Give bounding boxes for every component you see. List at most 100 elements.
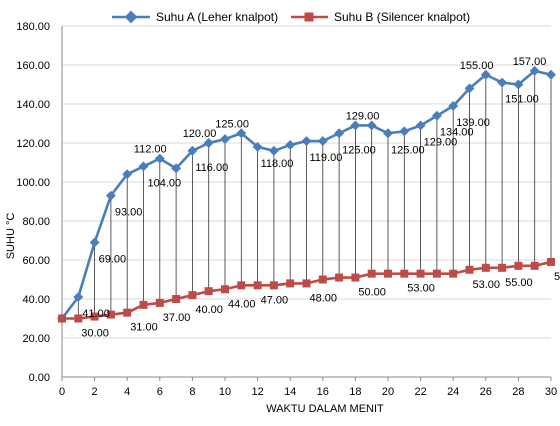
x-tick-label: 24 <box>447 386 459 398</box>
series-b-point <box>335 273 344 282</box>
series-a-point <box>383 128 393 139</box>
x-tick-label: 12 <box>251 386 263 398</box>
x-tick-label: 20 <box>382 386 394 398</box>
data-label-series-a: 129.00 <box>424 136 458 148</box>
series-a-point <box>497 77 508 88</box>
y-tick-label: 20.00 <box>22 333 50 345</box>
series-b-point <box>465 265 474 274</box>
series-b-point <box>90 312 99 321</box>
data-label-series-a: 116.00 <box>195 162 228 174</box>
data-label-series-a: 119.00 <box>310 152 343 164</box>
series-b-point <box>400 269 409 278</box>
y-tick-label: 60.00 <box>22 255 50 267</box>
data-label-series-b: 53.00 <box>407 283 435 295</box>
series-b-point <box>498 263 507 272</box>
series-b-point <box>318 275 327 284</box>
data-label-series-b: 53.00 <box>473 279 501 291</box>
data-label-series-b: 48.00 <box>310 292 338 304</box>
series-b-point <box>204 287 213 296</box>
series-a-point <box>89 237 100 248</box>
series-a-point <box>317 136 328 146</box>
series-a-point <box>513 79 524 90</box>
x-tick-label: 28 <box>512 386 524 398</box>
data-label-series-a: 112.00 <box>134 144 167 156</box>
data-label-series-a: 125.00 <box>215 118 249 130</box>
data-label-series-b: 30.00 <box>81 328 109 340</box>
series-b-point <box>155 298 164 307</box>
series-b-point <box>237 281 246 290</box>
y-tick-label: 140.00 <box>16 99 50 111</box>
series-a-point <box>399 126 410 137</box>
data-label-series-a: 151.00 <box>505 94 539 106</box>
series-b-point <box>547 257 555 266</box>
y-tick-labels: 0.00 20.00 40.00 60.00 80.00 100.00 120.00 140.… <box>16 21 50 384</box>
series-a-point <box>285 140 296 150</box>
x-tick-label: 18 <box>349 386 361 398</box>
series-b-point <box>123 308 132 317</box>
x-tick-label: 22 <box>414 386 426 398</box>
data-labels: 41.0069.0093.00104.00112.00116.00120.001… <box>81 56 560 340</box>
data-label-series-b: 50.00 <box>358 287 386 299</box>
data-label-series-a: 125.00 <box>342 144 376 156</box>
data-label-series-a: 120.00 <box>183 128 217 140</box>
x-tick-label: 2 <box>92 386 98 398</box>
data-label-series-b: 44.00 <box>228 298 256 310</box>
series-b-point <box>188 291 197 300</box>
series-b-point <box>286 279 295 288</box>
data-label-series-a: 157.00 <box>513 56 547 68</box>
data-label-series-a: 139.00 <box>456 117 490 129</box>
data-label-series-a: 104.00 <box>148 177 182 189</box>
x-tick-label: 8 <box>189 386 195 398</box>
x-tick-label: 0 <box>59 386 65 398</box>
data-label-series-a: 118.00 <box>261 158 294 170</box>
y-axis-title: SUHU °C <box>5 213 17 260</box>
series-b-point <box>172 295 181 303</box>
series-a-point <box>334 128 345 139</box>
x-tick-label: 10 <box>219 386 231 398</box>
legend-label-series-b: Suhu B (Silencer knalpot) <box>334 10 470 24</box>
legend: Suhu A (Leher knalpot) Suhu B (Silencer … <box>112 10 470 24</box>
y-tick-label: 100.00 <box>16 177 50 189</box>
data-label-series-b: 40.00 <box>195 304 223 316</box>
series-a-point <box>122 169 133 180</box>
data-label-series-b: 55.00 <box>505 277 533 289</box>
data-label-series-b: 47.00 <box>261 294 289 306</box>
x-tick-label: 4 <box>124 386 130 398</box>
x-tick-label: 30 <box>545 386 557 398</box>
series-markers <box>57 65 556 324</box>
data-label-series-b: 37.00 <box>163 312 191 324</box>
data-label-series-b: 31.00 <box>130 322 158 334</box>
series-a-point <box>187 145 198 156</box>
x-tick-label: 6 <box>157 386 163 398</box>
series-a-point <box>236 128 247 139</box>
y-tick-label: 120.00 <box>16 138 50 150</box>
y-tick-label: 40.00 <box>22 294 50 306</box>
series-a-point <box>529 65 540 76</box>
y-tick-label: 0.00 <box>29 372 50 384</box>
series-a-point <box>203 138 214 148</box>
x-tick-label: 26 <box>480 386 492 398</box>
series-a-point <box>154 153 165 164</box>
series-b-point <box>221 285 229 294</box>
data-label-series-a: 125.00 <box>391 144 425 156</box>
series-b-point <box>253 281 262 290</box>
drop-lines <box>77 70 552 319</box>
series-a-point <box>138 161 149 172</box>
data-label-series-a: 134.00 <box>440 127 474 139</box>
series-b-point <box>449 269 458 278</box>
data-label-series-a: 129.00 <box>346 110 380 122</box>
series-b-point <box>416 269 425 278</box>
data-label-series-a: 93.00 <box>115 207 143 219</box>
legend-marker-series-a <box>124 10 138 24</box>
series-b-point <box>351 273 360 282</box>
data-label-series-b: 57.00 <box>554 271 560 283</box>
x-tick-labels: 0 2 4 6 8 10 12 14 16 18 20 22 24 26 28 30 <box>59 386 557 398</box>
series-b-point <box>269 281 278 290</box>
series-b-point <box>139 300 148 309</box>
series-a-point <box>268 145 279 156</box>
x-tick-label: 14 <box>284 386 296 398</box>
series-b-point <box>432 269 441 278</box>
series-b-point <box>58 314 66 323</box>
legend-label-series-a: Suhu A (Leher knalpot) <box>156 10 278 24</box>
